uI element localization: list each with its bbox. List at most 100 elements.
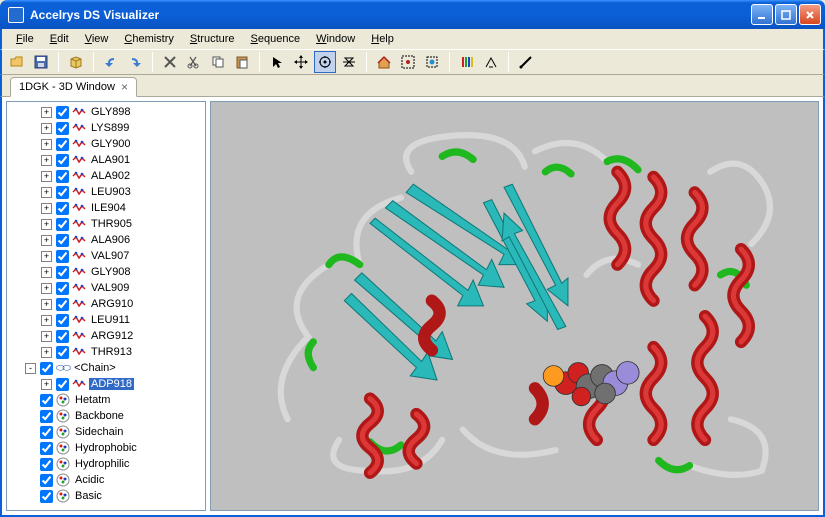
expand-icon[interactable]: + <box>41 203 52 214</box>
visibility-checkbox[interactable] <box>56 330 69 343</box>
visibility-checkbox[interactable] <box>40 426 53 439</box>
tree-residue[interactable]: +THR913 <box>7 344 205 360</box>
tree-residue[interactable]: +GLY908 <box>7 264 205 280</box>
zoom-tool[interactable] <box>338 51 360 73</box>
menu-view[interactable]: View <box>77 31 117 47</box>
color-tool[interactable] <box>456 51 478 73</box>
menu-window[interactable]: Window <box>308 31 363 47</box>
visibility-checkbox[interactable] <box>40 458 53 471</box>
sketch-tool[interactable] <box>515 51 537 73</box>
expand-icon[interactable]: + <box>41 251 52 262</box>
expand-icon[interactable]: + <box>41 187 52 198</box>
tree-residue[interactable]: +ARG912 <box>7 328 205 344</box>
tree-residue[interactable]: +ALA901 <box>7 152 205 168</box>
tree-group[interactable]: Backbone <box>7 408 205 424</box>
visibility-checkbox[interactable] <box>40 362 53 375</box>
visibility-checkbox[interactable] <box>56 250 69 263</box>
visibility-checkbox[interactable] <box>56 202 69 215</box>
visibility-checkbox[interactable] <box>56 282 69 295</box>
menu-file[interactable]: File <box>8 31 42 47</box>
home-button[interactable] <box>373 51 395 73</box>
expand-icon[interactable]: + <box>41 171 52 182</box>
delete-button[interactable] <box>159 51 181 73</box>
cube-button[interactable] <box>65 51 87 73</box>
copy-button[interactable] <box>207 51 229 73</box>
visibility-checkbox[interactable] <box>56 154 69 167</box>
visibility-checkbox[interactable] <box>56 170 69 183</box>
tree-group[interactable]: Hydrophobic <box>7 440 205 456</box>
expand-icon[interactable]: + <box>41 107 52 118</box>
visibility-checkbox[interactable] <box>40 394 53 407</box>
tree-chain[interactable]: -⬭⬭<Chain> <box>7 360 205 376</box>
tree-residue[interactable]: +ARG910 <box>7 296 205 312</box>
visibility-checkbox[interactable] <box>40 410 53 423</box>
redo-button[interactable] <box>124 51 146 73</box>
tree-residue[interactable]: +VAL907 <box>7 248 205 264</box>
expand-icon[interactable]: + <box>41 155 52 166</box>
tree-residue[interactable]: +ALA906 <box>7 232 205 248</box>
menu-structure[interactable]: Structure <box>182 31 243 47</box>
cut-button[interactable] <box>183 51 205 73</box>
tree-group[interactable]: Sidechain <box>7 424 205 440</box>
tree-residue[interactable]: +LEU903 <box>7 184 205 200</box>
open-button[interactable] <box>6 51 28 73</box>
expand-icon[interactable]: + <box>41 283 52 294</box>
visibility-checkbox[interactable] <box>40 490 53 503</box>
visibility-checkbox[interactable] <box>56 234 69 247</box>
tree-residue[interactable]: +THR905 <box>7 216 205 232</box>
tree-group[interactable]: Hetatm <box>7 392 205 408</box>
expand-icon[interactable]: + <box>41 219 52 230</box>
rotate-tool[interactable] <box>314 51 336 73</box>
expand-icon[interactable]: + <box>41 235 52 246</box>
tree-group[interactable]: Basic <box>7 488 205 504</box>
tree-ligand[interactable]: +ADP918 <box>7 376 205 392</box>
pointer-tool[interactable] <box>266 51 288 73</box>
tree-residue[interactable]: +LYS899 <box>7 120 205 136</box>
visibility-checkbox[interactable] <box>56 346 69 359</box>
tree-residue[interactable]: +VAL909 <box>7 280 205 296</box>
tab-close-icon[interactable]: × <box>121 80 128 94</box>
visibility-checkbox[interactable] <box>56 218 69 231</box>
expand-icon[interactable]: + <box>41 299 52 310</box>
tree-residue[interactable]: +GLY900 <box>7 136 205 152</box>
expand-icon[interactable]: + <box>41 139 52 150</box>
center-button[interactable] <box>421 51 443 73</box>
paste-button[interactable] <box>231 51 253 73</box>
save-button[interactable] <box>30 51 52 73</box>
visibility-checkbox[interactable] <box>56 266 69 279</box>
minimize-button[interactable] <box>751 4 773 25</box>
menu-chemistry[interactable]: Chemistry <box>116 31 182 47</box>
expand-icon[interactable]: + <box>41 315 52 326</box>
visibility-checkbox[interactable] <box>56 186 69 199</box>
menu-edit[interactable]: Edit <box>42 31 77 47</box>
expand-icon[interactable]: + <box>41 267 52 278</box>
tree-residue[interactable]: +ALA902 <box>7 168 205 184</box>
visibility-checkbox[interactable] <box>56 138 69 151</box>
expand-icon[interactable]: - <box>25 363 36 374</box>
measure-tool[interactable] <box>480 51 502 73</box>
visibility-checkbox[interactable] <box>40 474 53 487</box>
visibility-checkbox[interactable] <box>56 378 69 391</box>
visibility-checkbox[interactable] <box>56 122 69 135</box>
3d-viewport[interactable] <box>210 101 819 511</box>
menu-help[interactable]: Help <box>363 31 402 47</box>
tree-group[interactable]: Acidic <box>7 472 205 488</box>
tree-group[interactable]: Hydrophilic <box>7 456 205 472</box>
close-button[interactable] <box>799 4 821 25</box>
menu-sequence[interactable]: Sequence <box>243 31 309 47</box>
tree-residue[interactable]: +ILE904 <box>7 200 205 216</box>
expand-icon[interactable]: + <box>41 379 52 390</box>
undo-button[interactable] <box>100 51 122 73</box>
visibility-checkbox[interactable] <box>56 314 69 327</box>
expand-icon[interactable]: + <box>41 123 52 134</box>
expand-icon[interactable]: + <box>41 347 52 358</box>
visibility-checkbox[interactable] <box>56 106 69 119</box>
visibility-checkbox[interactable] <box>56 298 69 311</box>
hierarchy-tree[interactable]: +GLY898+LYS899+GLY900+ALA901+ALA902+LEU9… <box>7 102 205 510</box>
expand-icon[interactable]: + <box>41 331 52 342</box>
document-tab[interactable]: 1DGK - 3D Window × <box>10 77 137 97</box>
fit-button[interactable] <box>397 51 419 73</box>
tree-residue[interactable]: +LEU911 <box>7 312 205 328</box>
move-tool[interactable] <box>290 51 312 73</box>
tree-residue[interactable]: +GLY898 <box>7 104 205 120</box>
